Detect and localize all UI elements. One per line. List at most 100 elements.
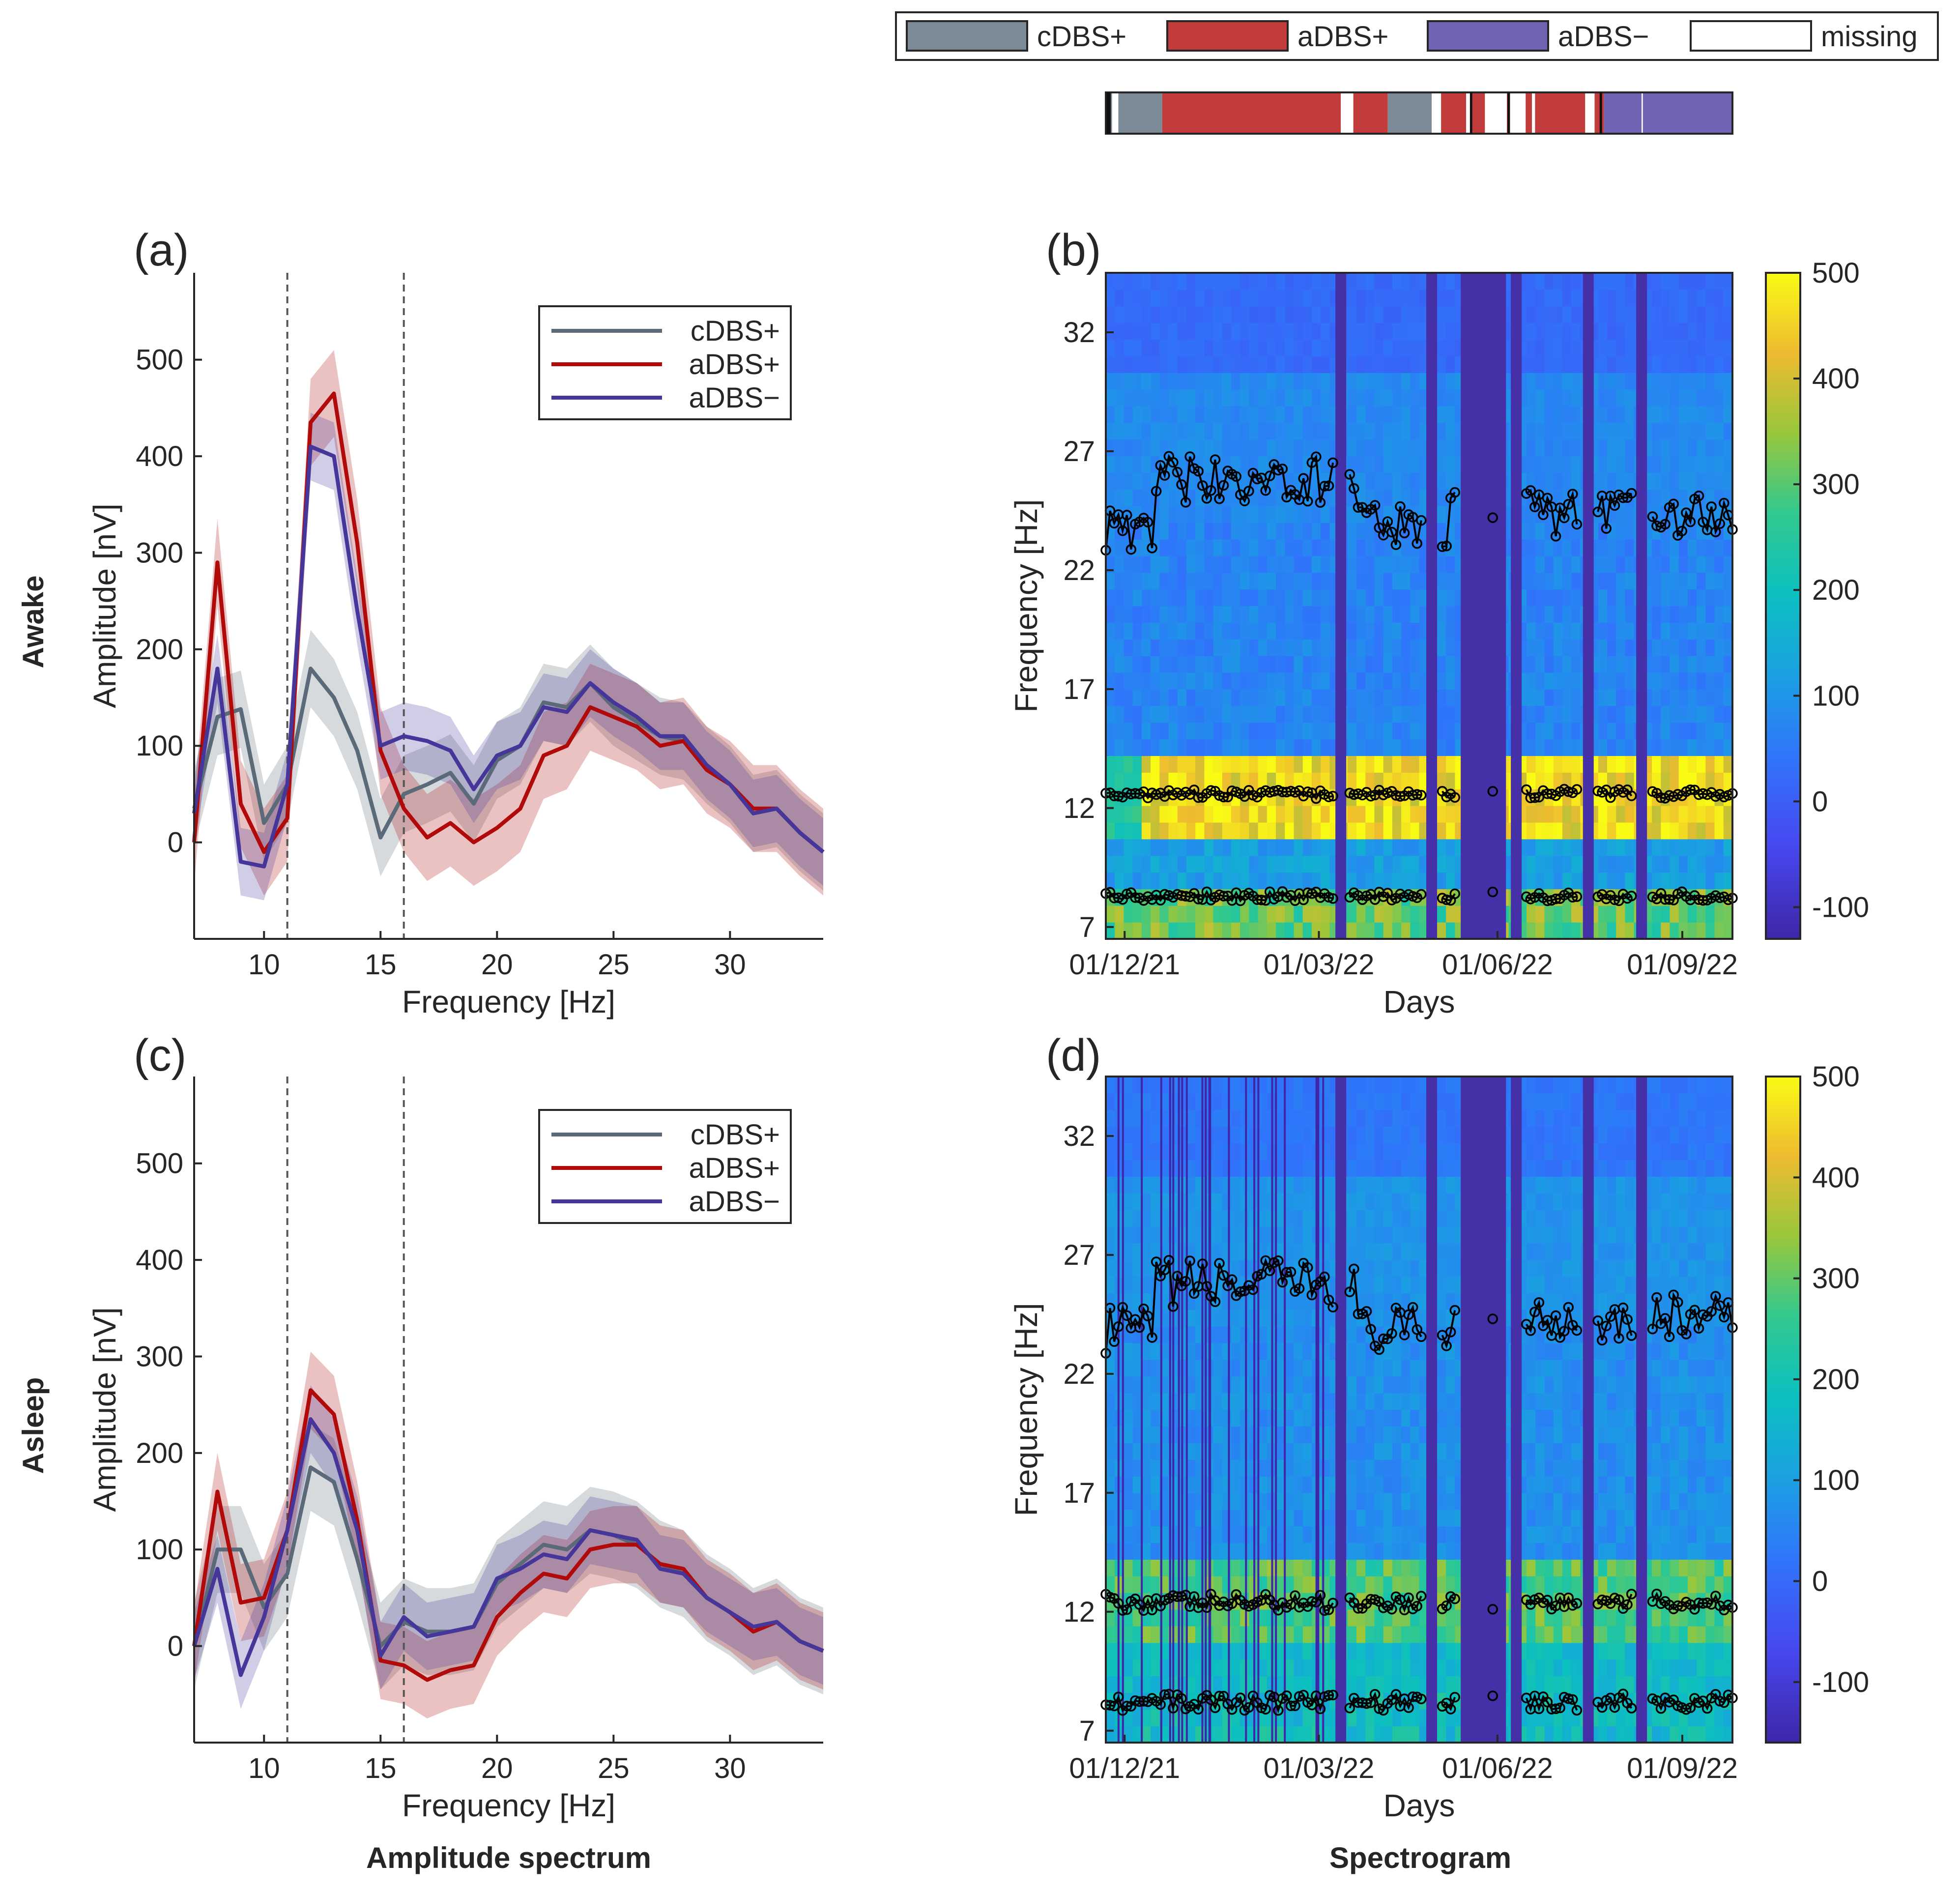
heatmap-cell [1302,822,1312,840]
heatmap-cell [1661,489,1671,506]
heatmap-cell [1607,839,1616,856]
heatmap-cell [1687,1659,1697,1677]
panel-label-c: (c) [134,1030,186,1080]
heatmap-cell [1670,739,1679,756]
heatmap-cell [1204,422,1214,440]
heatmap-cell [1141,822,1151,840]
heatmap-cell [1723,806,1733,823]
heatmap-cell [1625,523,1635,540]
heatmap-cell [1616,506,1626,523]
heatmap-cell [1222,1476,1232,1493]
y-tick-label: 400 [136,1244,183,1276]
peak-marker [1193,792,1204,803]
heatmap-cell [1670,555,1679,573]
heatmap-cell [1723,1409,1733,1427]
heatmap-cell [1213,722,1223,740]
heatmap-cell [1132,322,1142,340]
heatmap-cell [1132,855,1142,873]
heatmap-cell [1231,1609,1240,1627]
heatmap-cell [1535,772,1545,789]
heatmap-cell [1446,656,1455,673]
heatmap-cell [1607,1376,1616,1394]
heatmap-cell [1285,555,1295,573]
heatmap-cell [1356,555,1366,573]
heatmap-cell [1437,439,1446,457]
heatmap-cell [1311,689,1321,706]
heatmap-cell [1527,1509,1536,1527]
heatmap-cell [1607,589,1616,607]
heatmap-cell [1670,772,1679,789]
heatmap-cell [1294,472,1303,490]
heatmap-cell [1401,672,1411,690]
heatmap-cell [1356,905,1366,923]
heatmap-cell [1687,1409,1697,1427]
heatmap-cell [1276,1393,1285,1410]
heatmap-cell [1151,656,1160,673]
heatmap-cell [1213,273,1223,290]
heatmap-cell [1678,772,1688,789]
heatmap-cell [1446,339,1455,356]
heatmap-cell [1302,289,1312,307]
heatmap-cell [1213,1343,1223,1360]
heatmap-cell [1356,1709,1366,1726]
heatmap-cell [1249,905,1259,923]
heatmap-cell [1544,1476,1554,1493]
heatmap-cell [1383,1676,1393,1693]
heatmap-cell [1276,589,1285,607]
heatmap-cell [1697,555,1706,573]
heatmap-cell [1132,589,1142,607]
heatmap-cell [1625,739,1635,756]
heatmap-cell [1678,1626,1688,1643]
heatmap-cell [1419,756,1429,773]
heatmap-cell [1231,1726,1240,1743]
heatmap-cell [1714,406,1724,423]
heatmap-cell [1544,439,1554,457]
heatmap-cell [1652,606,1661,623]
peak-marker [1311,793,1322,804]
heatmap-cell [1267,606,1276,623]
heatmap-cell [1267,555,1276,573]
heatmap-cell [1285,539,1295,556]
heatmap-cell [1365,1359,1375,1377]
heatmap-cell [1321,1426,1330,1443]
heatmap-cell [1294,1676,1303,1693]
heatmap-cell [1562,705,1572,723]
heatmap-cell [1124,672,1133,690]
heatmap-cell [1705,1393,1715,1410]
heatmap-cell [1374,722,1384,740]
heatmap-cell [1240,922,1250,939]
heatmap-cell [1527,1676,1536,1693]
heatmap-cell [1347,705,1357,723]
heatmap-cell [1311,622,1321,640]
heatmap-cell [1168,756,1178,773]
heatmap-cell [1652,1709,1661,1726]
heatmap-cell [1204,373,1214,390]
heatmap-cell [1356,422,1366,440]
heatmap-cell [1321,1343,1330,1360]
heatmap-cell [1571,922,1581,939]
heatmap-cell [1195,905,1205,923]
heatmap-cell [1267,756,1276,773]
heatmap-cell [1106,422,1115,440]
heatmap-cell [1365,1726,1375,1743]
heatmap-cell [1446,1576,1455,1593]
series-line-aDBS− [192,1417,824,1677]
heatmap-cell [1347,739,1357,756]
heatmap-cell [1141,1426,1151,1443]
heatmap-cell [1276,322,1285,340]
heatmap-cell [1159,806,1169,823]
heatmap-cell [1124,756,1133,773]
heatmap-cell [1401,905,1411,923]
heatmap-cell [1258,1376,1268,1394]
heatmap-cell [1625,722,1635,740]
heatmap-cell [1571,1426,1581,1443]
heatmap-cell [1392,772,1402,789]
heatmap-cell [1598,1526,1608,1544]
heatmap-cell [1670,905,1679,923]
x-axis-label: Frequency [Hz] [402,1788,615,1823]
y-tick-label: 100 [136,730,183,762]
heatmap-cell [1115,306,1124,323]
heatmap-cell [1661,1443,1671,1460]
heatmap-cell [1186,1676,1196,1693]
heatmap-cell [1347,1476,1357,1493]
